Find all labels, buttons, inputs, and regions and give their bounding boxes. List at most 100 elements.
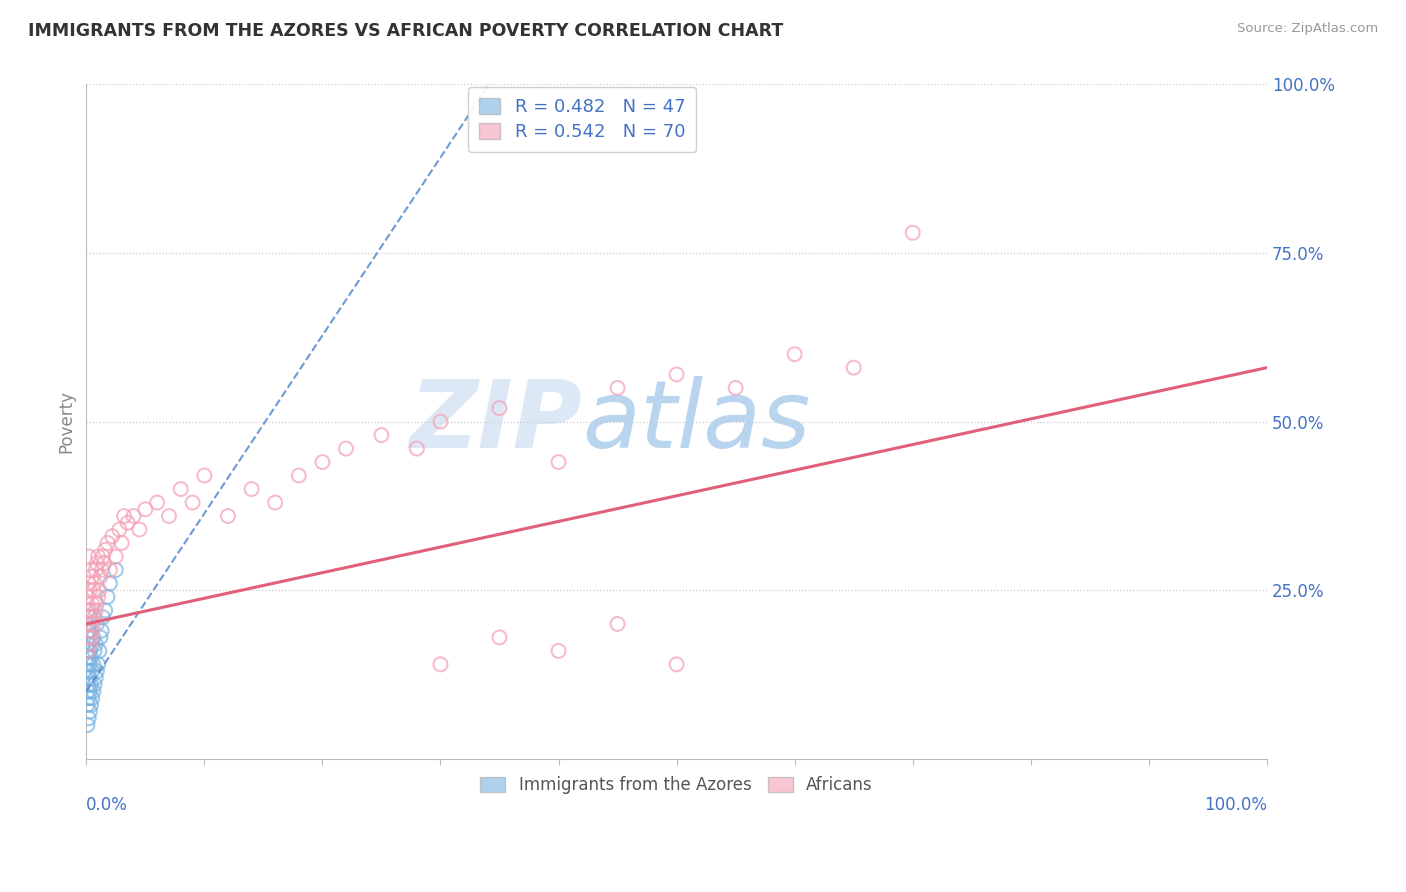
Point [98, 563, 121, 577]
Point [84, 603, 107, 617]
Point [77, 677, 100, 691]
Point [217, 508, 239, 523]
Point [82, 624, 104, 638]
Point [90, 624, 112, 638]
Text: 100.0%: 100.0% [1204, 796, 1267, 814]
Point [157, 508, 180, 523]
Point [76, 671, 98, 685]
Point [86, 664, 108, 678]
Point [547, 455, 569, 469]
Point [488, 401, 510, 416]
Point [77, 711, 100, 725]
Y-axis label: Poverty: Poverty [58, 390, 75, 453]
Point [108, 523, 131, 537]
Point [76, 631, 98, 645]
Point [87, 657, 110, 672]
Point [93, 556, 115, 570]
Point [89, 644, 111, 658]
Point [79, 637, 101, 651]
Point [76, 616, 98, 631]
Text: ZIP: ZIP [409, 376, 582, 467]
Text: atlas: atlas [582, 376, 810, 467]
Point [112, 508, 135, 523]
Point [82, 631, 104, 645]
Point [77, 603, 100, 617]
Point [76, 698, 98, 712]
Point [77, 691, 100, 706]
Point [76, 644, 98, 658]
Point [288, 468, 311, 483]
Point [91, 610, 114, 624]
Point [89, 631, 111, 645]
Point [101, 529, 124, 543]
Point [77, 664, 100, 678]
Point [547, 644, 569, 658]
Point [429, 415, 451, 429]
Point [80, 698, 103, 712]
Text: Source: ZipAtlas.com: Source: ZipAtlas.com [1237, 22, 1378, 36]
Point [264, 495, 287, 509]
Point [79, 583, 101, 598]
Point [80, 631, 103, 645]
Point [76, 616, 98, 631]
Point [79, 610, 101, 624]
Point [606, 381, 628, 395]
Point [84, 563, 107, 577]
Point [311, 455, 333, 469]
Point [104, 563, 127, 577]
Point [83, 610, 105, 624]
Point [83, 576, 105, 591]
Point [79, 657, 101, 672]
Text: IMMIGRANTS FROM THE AZORES VS AFRICAN POVERTY CORRELATION CHART: IMMIGRANTS FROM THE AZORES VS AFRICAN PO… [28, 22, 783, 40]
Point [87, 549, 110, 564]
Point [94, 542, 117, 557]
Point [87, 590, 110, 604]
Point [82, 637, 104, 651]
Point [80, 677, 103, 691]
Point [783, 347, 806, 361]
Point [193, 468, 215, 483]
Point [77, 549, 100, 564]
Point [111, 536, 134, 550]
Point [98, 576, 121, 591]
Point [80, 563, 103, 577]
Point [82, 684, 104, 698]
Point [76, 603, 98, 617]
Point [76, 718, 98, 732]
Point [89, 570, 111, 584]
Point [89, 583, 111, 598]
Point [335, 442, 357, 456]
Point [86, 616, 108, 631]
Point [240, 482, 263, 496]
Point [134, 502, 156, 516]
Point [901, 226, 924, 240]
Point [77, 624, 100, 638]
Point [79, 610, 101, 624]
Point [104, 549, 127, 564]
Point [79, 671, 101, 685]
Point [665, 657, 688, 672]
Point [405, 442, 427, 456]
Point [96, 590, 118, 604]
Point [82, 691, 104, 706]
Point [84, 671, 107, 685]
Point [80, 603, 103, 617]
Point [122, 508, 145, 523]
Point [181, 495, 204, 509]
Point [128, 523, 150, 537]
Point [83, 644, 105, 658]
Point [76, 644, 98, 658]
Legend: Immigrants from the Azores, Africans: Immigrants from the Azores, Africans [474, 770, 880, 801]
Point [91, 549, 114, 564]
Point [80, 624, 103, 638]
Text: 0.0%: 0.0% [86, 796, 128, 814]
Point [77, 631, 100, 645]
Point [84, 637, 107, 651]
Point [79, 644, 101, 658]
Point [86, 597, 108, 611]
Point [82, 597, 104, 611]
Point [606, 616, 628, 631]
Point [76, 684, 98, 698]
Point [146, 495, 169, 509]
Point [82, 657, 104, 672]
